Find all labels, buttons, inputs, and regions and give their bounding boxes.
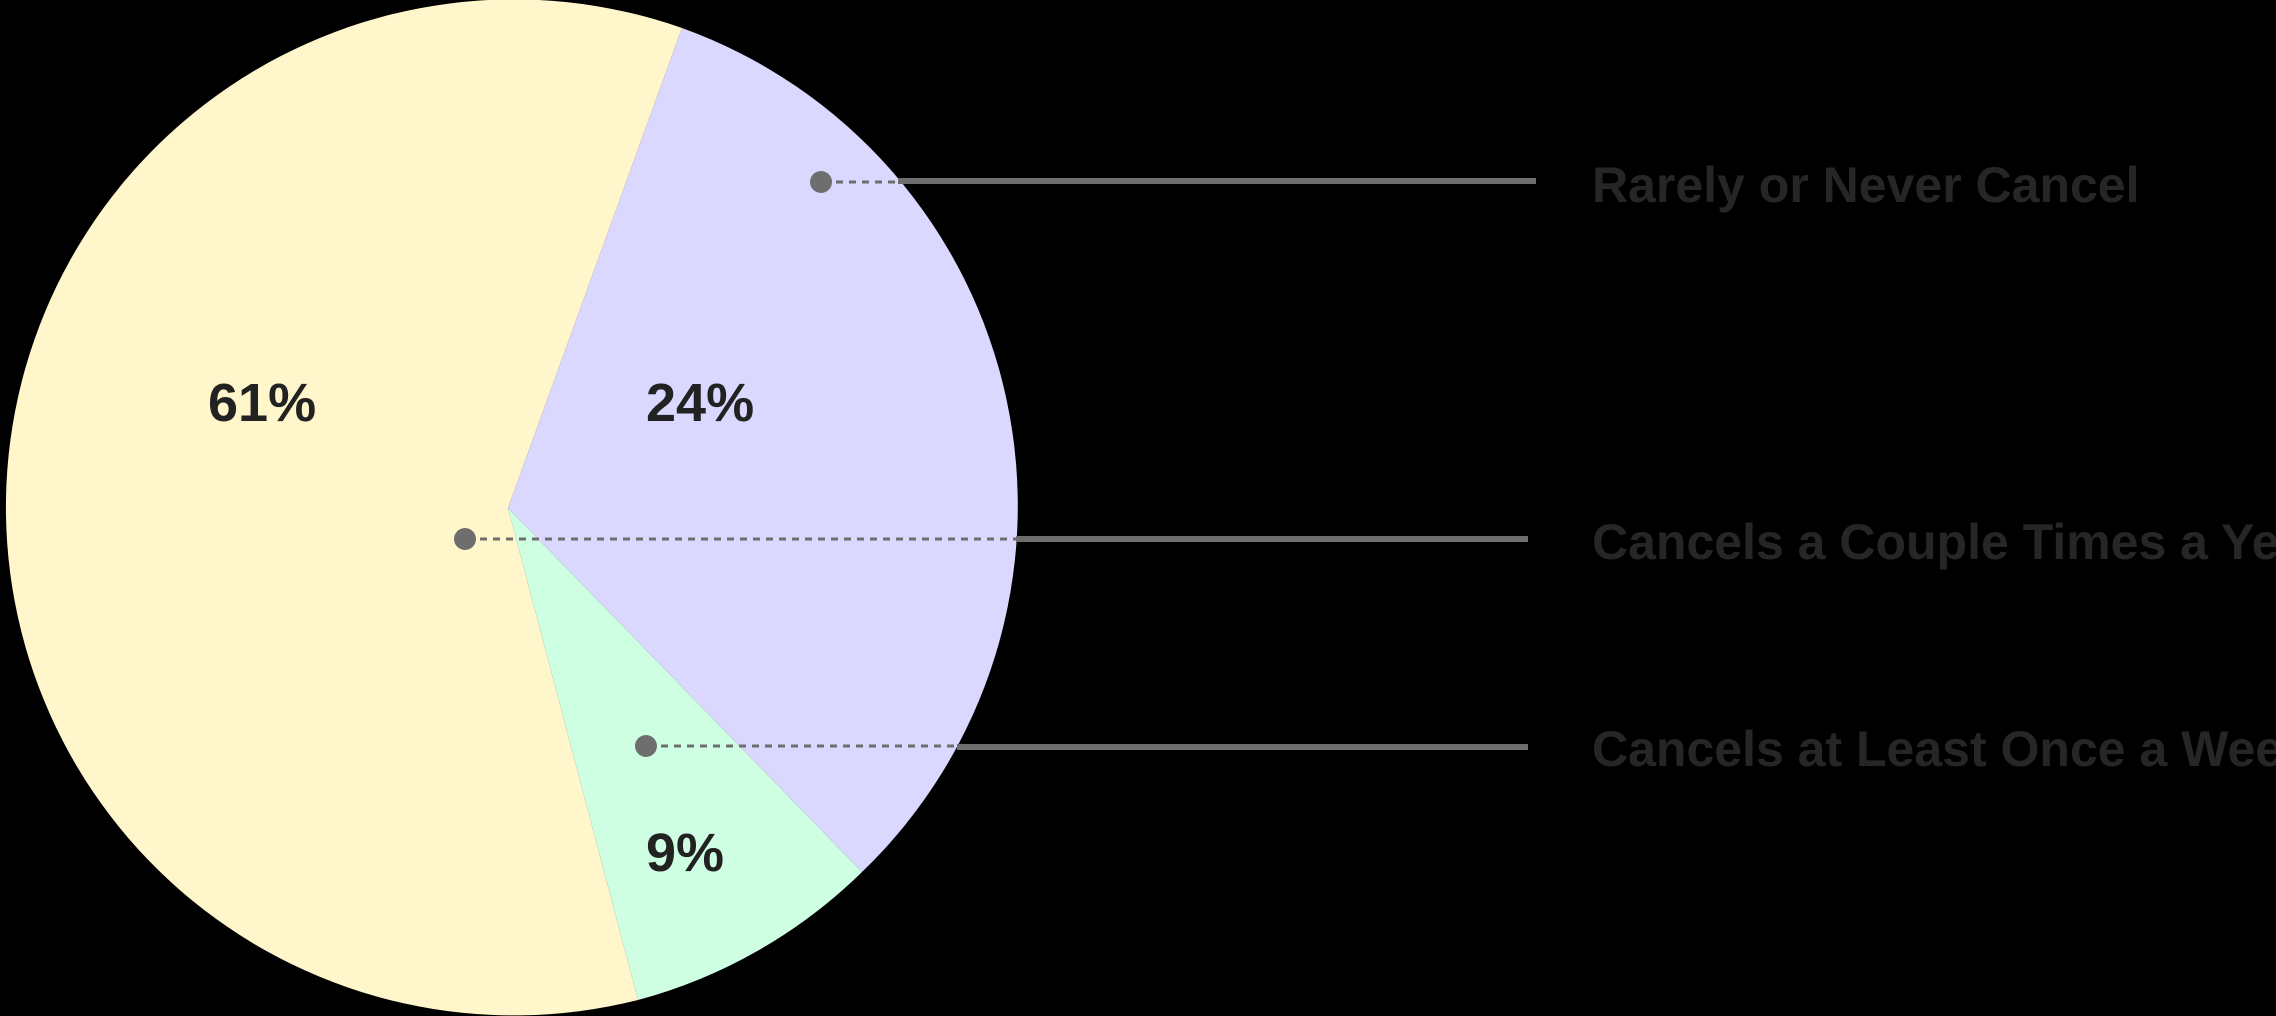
legend-label-rarely-or-never: Rarely or Never Cancel bbox=[1592, 157, 2140, 213]
leader-line-3 bbox=[635, 735, 1528, 757]
leader-dot-2 bbox=[454, 528, 476, 550]
pct-label-purple: 24% bbox=[646, 373, 755, 433]
slice-yellow-couple-times-a-year[interactable] bbox=[5, 0, 682, 1016]
pct-label-green: 9% bbox=[646, 823, 725, 883]
slice-green-at-least-once-a-week[interactable] bbox=[508, 508, 862, 1000]
leader-line-2 bbox=[454, 528, 1528, 550]
legend-label-once-a-week: Cancels at Least Once a Week bbox=[1592, 721, 2276, 777]
slice-purple-rarely-or-never[interactable] bbox=[508, 28, 1018, 872]
legend-label-couple-times-a-year: Cancels a Couple Times a Year bbox=[1592, 514, 2276, 570]
leader-dot-3 bbox=[635, 735, 657, 757]
pct-label-yellow: 61% bbox=[208, 373, 317, 433]
leader-line-1 bbox=[810, 171, 1536, 193]
leader-dot-1 bbox=[810, 171, 832, 193]
